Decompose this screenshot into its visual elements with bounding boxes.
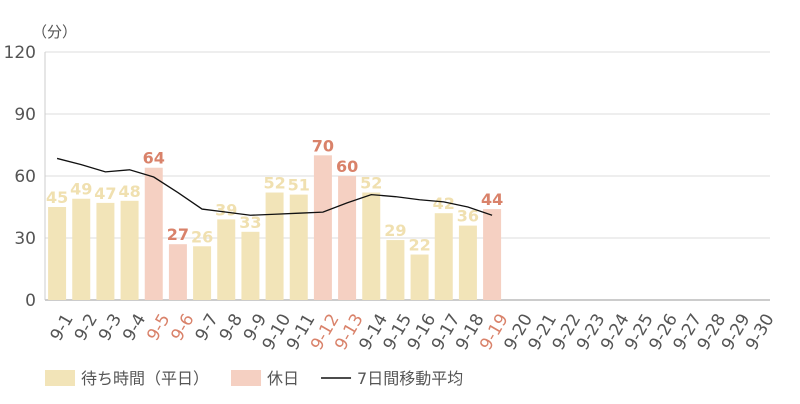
value-label: 47 (94, 184, 116, 203)
legend-swatch (45, 370, 75, 386)
bar (72, 198, 91, 300)
bar (483, 209, 502, 300)
value-label: 44 (481, 190, 503, 209)
bar (217, 219, 236, 300)
value-label: 48 (118, 182, 140, 201)
x-tick-label: 9-6 (167, 311, 198, 345)
value-label: 64 (143, 149, 165, 168)
value-label: 49 (70, 180, 92, 199)
bar (410, 254, 429, 300)
x-tick-label: 9-7 (192, 311, 223, 345)
value-label: 33 (239, 213, 261, 232)
x-tick-label: 9-4 (119, 311, 150, 345)
bar (241, 231, 260, 300)
value-label: 36 (457, 207, 479, 226)
bar (144, 167, 163, 300)
x-tick-label: 9-2 (71, 311, 102, 345)
x-tick-label: 9-8 (216, 311, 247, 345)
legend-swatch (231, 370, 262, 386)
value-label: 45 (46, 188, 68, 207)
y-tick-label: 120 (4, 43, 36, 63)
bar (289, 194, 308, 300)
value-label: 39 (215, 200, 237, 219)
bar (386, 240, 405, 300)
bar (96, 202, 115, 300)
x-tick-label: 9-1 (47, 311, 78, 345)
y-tick-label: 0 (25, 291, 36, 311)
value-label: 51 (288, 176, 310, 195)
bar (168, 244, 187, 300)
value-label: 29 (384, 221, 406, 240)
value-label: 42 (433, 194, 455, 213)
x-tick-label: 9-5 (143, 311, 174, 345)
y-tick-label: 30 (14, 229, 36, 249)
bar (313, 155, 332, 300)
value-label: 52 (360, 174, 382, 193)
x-tick-label: 9-3 (95, 311, 126, 345)
bar (434, 213, 453, 300)
legend-label: 待ち時間（平日） (81, 369, 209, 388)
value-label: 22 (408, 236, 430, 255)
bar (362, 192, 381, 300)
value-label: 52 (263, 174, 285, 193)
value-label: 70 (312, 136, 334, 155)
bar (120, 200, 139, 300)
unit-label: （分） (32, 23, 77, 41)
legend-label: 7日間移動平均 (357, 369, 463, 388)
y-tick-label: 60 (14, 167, 36, 187)
bar (48, 207, 67, 300)
legend-label: 休日 (267, 369, 299, 388)
bar (193, 246, 212, 300)
bar (338, 176, 357, 300)
value-label: 60 (336, 157, 358, 176)
value-label: 27 (167, 225, 189, 244)
line (56, 157, 493, 216)
bar (458, 225, 477, 300)
y-tick-label: 90 (14, 105, 36, 125)
value-label: 26 (191, 227, 213, 246)
bar (265, 192, 284, 300)
